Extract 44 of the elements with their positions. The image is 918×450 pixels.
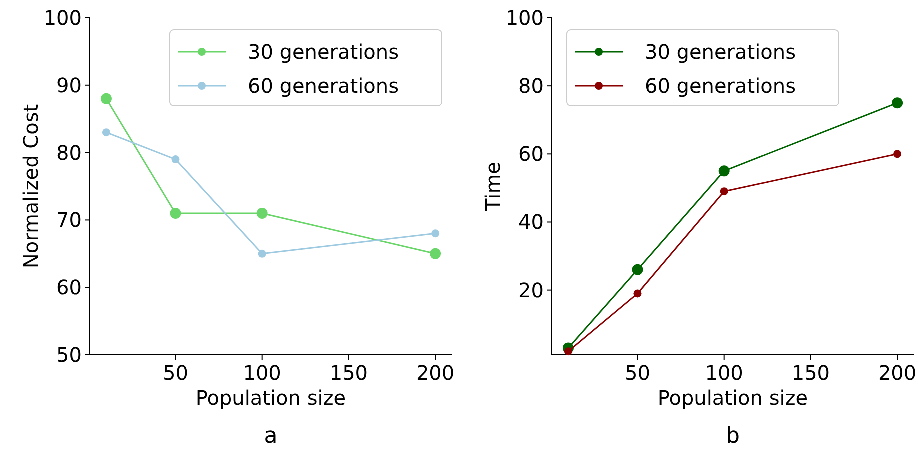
- point: [632, 264, 644, 276]
- x-tick-label: 200: [878, 361, 917, 385]
- x-tick-label: 100: [705, 361, 744, 385]
- point: [172, 156, 180, 164]
- legend-label: 30 generations: [248, 40, 399, 64]
- point: [720, 188, 728, 196]
- point: [430, 248, 442, 260]
- y-tick-label: 40: [518, 210, 544, 234]
- x-tick-label: 50: [625, 361, 650, 385]
- point: [258, 250, 266, 258]
- point: [892, 98, 904, 109]
- x-tick-label: 150: [792, 361, 830, 385]
- text: a: [264, 424, 278, 449]
- point: [432, 230, 440, 238]
- legend-label: 30 generations: [645, 40, 796, 64]
- x-tick-label: 100: [243, 361, 282, 385]
- y-tick-label: 60: [518, 142, 544, 166]
- y-tick-label: 90: [56, 73, 82, 98]
- point: [170, 208, 182, 219]
- y-axis-title: Time: [481, 162, 505, 212]
- legend-label: 60 generations: [248, 74, 399, 98]
- x-tick-label: 150: [330, 361, 368, 385]
- y-tick-label: 70: [56, 208, 82, 232]
- x-tick-label: 50: [163, 361, 188, 385]
- legend-label: 60 generations: [645, 74, 796, 98]
- point: [564, 348, 572, 356]
- x-tick-label: 200: [416, 361, 455, 385]
- point: [894, 150, 902, 158]
- point: [256, 208, 268, 219]
- point: [102, 128, 110, 137]
- x-axis-title: Population size: [658, 386, 808, 410]
- point: [100, 93, 112, 104]
- y-tick-label: 50: [56, 343, 82, 367]
- y-tick-label: 80: [56, 140, 82, 165]
- point: [718, 166, 730, 177]
- y-axis-title: Normalized Cost: [19, 104, 43, 269]
- y-tick-label: 100: [506, 6, 544, 30]
- y-tick-label: 20: [518, 278, 544, 302]
- y-tick-label: 100: [44, 6, 82, 30]
- point: [634, 290, 642, 298]
- y-tick-label: 80: [518, 74, 544, 98]
- text: b: [726, 424, 740, 449]
- y-tick-label: 60: [56, 276, 82, 300]
- x-axis-title: Population size: [196, 386, 346, 410]
